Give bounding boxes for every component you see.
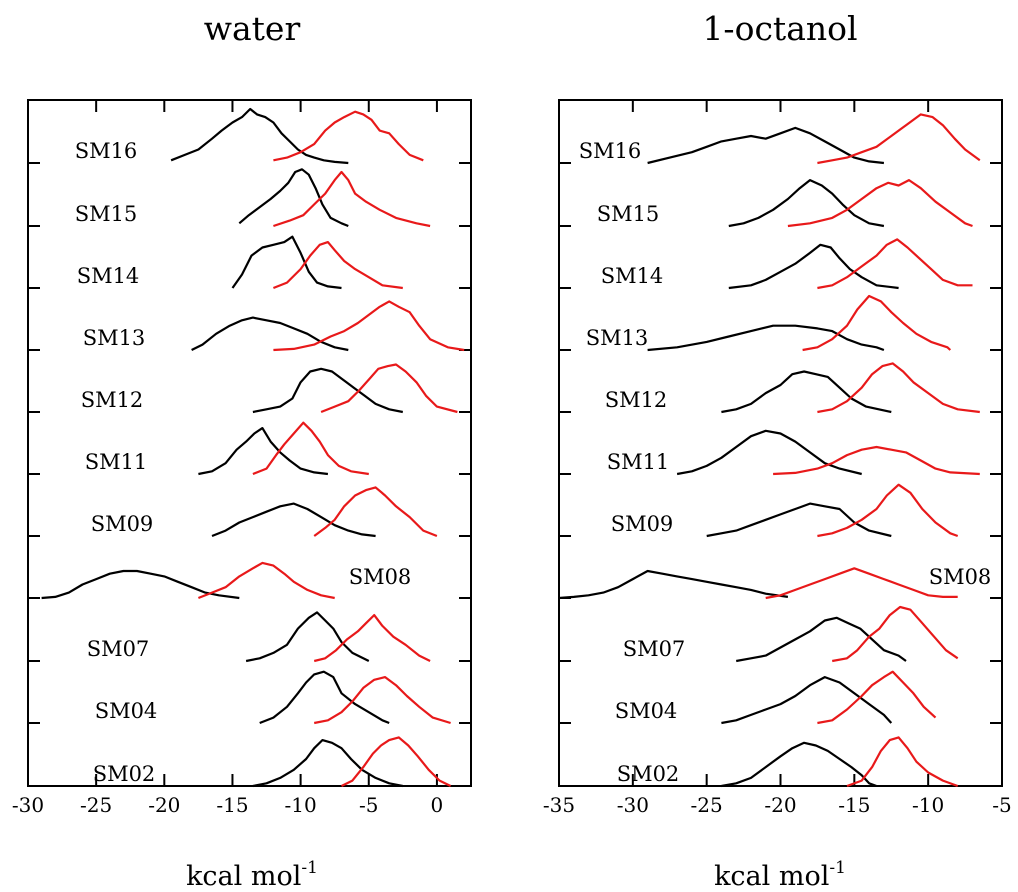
curve-sm02-red (341, 736, 452, 787)
x-axis-label-octanol: kcal mol-1 (714, 858, 846, 892)
x-ticks-water: -30 -25 -20 -15 -10 -5 0 (12, 100, 443, 817)
curve-sm14-red (272, 241, 403, 290)
row-label-sm09: SM09 (91, 512, 154, 536)
row-label-sm16: SM16 (579, 139, 642, 163)
curve-sm12-red (320, 363, 458, 414)
curve-sm08-red (197, 561, 335, 600)
row-label-sm12: SM12 (605, 388, 668, 412)
curve-sm08-black (558, 569, 789, 600)
row-label-sm07: SM07 (87, 637, 150, 661)
row-labels-octanol: SM16 SM15 SM14 SM13 SM12 SM11 SM09 SM08 SM07 SM04… (579, 139, 992, 786)
row-label-sm16: SM16 (75, 139, 138, 163)
curve-sm15-black (728, 179, 885, 228)
curve-sm16-black (647, 126, 885, 165)
curve-sm13-red (273, 300, 465, 352)
curve-sm14-red (817, 238, 973, 290)
curve-sm13-black (647, 324, 885, 352)
curve-sm08-black (41, 569, 240, 600)
x-tick-label: 0 (431, 793, 444, 817)
row-label-sm14: SM14 (77, 264, 140, 288)
curve-sm04-red (313, 676, 451, 725)
row-label-sm02: SM02 (93, 762, 156, 786)
row-label-sm09: SM09 (611, 512, 674, 536)
row-label-sm04: SM04 (95, 699, 158, 723)
curve-sm14-black (728, 243, 899, 290)
x-tick-label: -25 (691, 793, 723, 817)
curve-sm04-black (259, 670, 390, 725)
curve-sm11-black (676, 429, 862, 476)
curve-sm13-red (802, 294, 952, 352)
row-ticks-water (28, 162, 471, 724)
curve-sm14-black (231, 235, 342, 290)
row-label-sm13: SM13 (83, 326, 146, 350)
x-tick-label: -30 (617, 793, 649, 817)
curve-sm16-black (170, 107, 349, 165)
row-label-sm08: SM08 (929, 565, 992, 589)
x-tick-label: -10 (912, 793, 944, 817)
row-labels-water: SM16 SM15 SM14 SM13 SM12 SM11 SM09 SM08 SM07 SM04… (75, 139, 412, 786)
plot-frame-water (27, 99, 472, 787)
row-label-sm07: SM07 (623, 637, 686, 661)
x-tick-label: -25 (80, 793, 112, 817)
curve-sm07-red (313, 614, 431, 663)
x-tick-label: -15 (216, 793, 248, 817)
curve-sm04-red (817, 670, 937, 725)
curve-sm11-red (252, 421, 369, 476)
panel-title-water: water (204, 9, 301, 48)
curve-sm09-black (211, 502, 376, 538)
curve-sm15-red (787, 179, 973, 228)
row-label-sm11: SM11 (607, 450, 670, 474)
curve-sm11-black (198, 427, 329, 476)
panel-octanol: 1-octanol -35 -30 -25 -20 -15 -10 -5 SM16SM15S… (543, 9, 1012, 892)
curve-sm16-red (817, 113, 981, 165)
curve-sm09-black (706, 502, 892, 538)
panel-title-octanol: 1-octanol (702, 9, 857, 48)
row-label-sm15: SM15 (597, 202, 660, 226)
curve-sm12-black (252, 367, 404, 414)
curve-sm08-red (765, 567, 958, 600)
x-tick-label: -5 (992, 793, 1011, 817)
curve-sm16-red (273, 110, 424, 162)
x-tick-label: -15 (838, 793, 870, 817)
x-axis-label-water: kcal mol-1 (186, 858, 318, 892)
x-ticks-octanol: -35 -30 -25 -20 -15 -10 -5 (543, 100, 1012, 817)
row-label-sm13: SM13 (586, 326, 649, 350)
x-tick-label: -20 (148, 793, 180, 817)
curve-sm07-black (736, 616, 907, 663)
row-label-sm15: SM15 (75, 202, 138, 226)
curves-water (41, 107, 465, 788)
x-tick-label: -10 (285, 793, 317, 817)
curve-sm12-red (817, 362, 980, 414)
curves-octanol (558, 113, 981, 788)
row-label-sm12: SM12 (81, 388, 144, 412)
curve-sm02-black (721, 741, 877, 788)
x-tick-label: -20 (764, 793, 796, 817)
curve-sm15-black (238, 168, 349, 228)
curve-sm07-red (832, 605, 959, 663)
curve-sm15-red (273, 170, 431, 228)
curve-sm02-black (252, 739, 404, 788)
panel-water: water -30 -25 -20 -15 -10 -5 0 SM16SM15SM14SM1… (12, 9, 472, 892)
row-label-sm14: SM14 (601, 264, 664, 288)
curve-sm04-black (721, 676, 893, 725)
curve-sm11-red (773, 445, 980, 476)
x-tick-label: -30 (12, 793, 44, 817)
curve-sm09-red (313, 486, 438, 538)
x-tick-label: -5 (359, 793, 378, 817)
row-label-sm02: SM02 (617, 762, 680, 786)
row-label-sm08: SM08 (349, 565, 412, 589)
curve-sm09-red (817, 483, 959, 538)
x-tick-label: -35 (543, 793, 575, 817)
row-label-sm11: SM11 (85, 450, 148, 474)
curve-sm02-red (846, 736, 959, 788)
row-label-sm04: SM04 (615, 699, 678, 723)
